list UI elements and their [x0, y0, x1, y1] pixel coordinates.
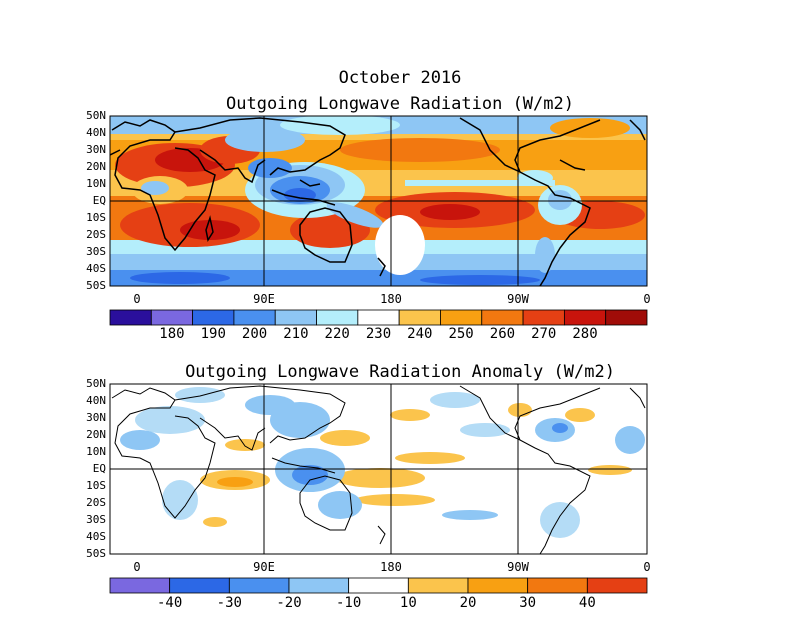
- colorbar-label: 10: [399, 595, 417, 611]
- lat-tick-label: 20N: [86, 428, 106, 441]
- lat-tick-label: 40S: [86, 262, 106, 275]
- colorbar-label: 240: [407, 326, 433, 342]
- colorbar-label: 30: [519, 595, 537, 611]
- colorbar-swatch: [440, 309, 483, 326]
- lat-tick-label: 30N: [86, 411, 106, 424]
- colorbar-label: 280: [572, 326, 598, 342]
- lat-tick-label: 10S: [86, 479, 106, 492]
- main-title: October 2016: [338, 68, 462, 88]
- olr-colorbar: [109, 309, 648, 326]
- lat-tick-label: EQ: [92, 194, 106, 207]
- olr-map-title: Outgoing Longwave Radiation (W/m2): [226, 94, 574, 114]
- colorbar-swatch: [605, 309, 648, 326]
- colorbar-label: 220: [324, 326, 350, 342]
- lat-tick-label: 50S: [86, 547, 106, 560]
- olr-grid: [110, 116, 647, 286]
- anomaly-grid: [110, 384, 647, 554]
- lat-tick-label: 10N: [86, 177, 106, 190]
- colorbar-swatch: [228, 577, 290, 594]
- colorbar-label: -30: [216, 595, 242, 611]
- colorbar-swatch: [109, 577, 171, 594]
- colorbar-swatch: [522, 309, 565, 326]
- colorbar-swatch: [398, 309, 441, 326]
- colorbar-label: -20: [276, 595, 302, 611]
- lat-tick-label: 10N: [86, 445, 106, 458]
- lat-tick-label: 50N: [86, 109, 106, 122]
- anomaly-map-frame: [109, 383, 648, 555]
- lat-tick-label: 40N: [86, 126, 106, 139]
- colorbar-swatch: [527, 577, 588, 594]
- lat-tick-label: 40S: [86, 530, 106, 543]
- colorbar-label: 190: [200, 326, 226, 342]
- olr-map-frame: [109, 115, 648, 287]
- colorbar-swatch: [316, 309, 359, 326]
- lon-tick-label: 0: [133, 292, 141, 306]
- anomaly-coastlines: [111, 385, 646, 554]
- lon-tick-label: 90E: [253, 292, 275, 306]
- lat-tick-label: EQ: [92, 462, 106, 475]
- colorbar-swatch: [357, 309, 400, 326]
- lon-tick-label: 0: [643, 560, 651, 574]
- lat-tick-label: 30N: [86, 143, 106, 156]
- anomaly-colorbar: [109, 577, 648, 594]
- lat-tick-label: 10S: [86, 211, 106, 224]
- lat-tick-label: 40N: [86, 394, 106, 407]
- colorbar-swatch: [150, 309, 194, 326]
- lon-tick-label: 90W: [507, 292, 529, 306]
- colorbar-swatch: [348, 577, 409, 594]
- colorbar-swatch: [109, 309, 152, 326]
- lon-tick-label: 0: [643, 292, 651, 306]
- colorbar-swatch: [407, 577, 469, 594]
- olr-coastlines: [110, 117, 646, 286]
- colorbar-label: 260: [489, 326, 516, 342]
- colorbar-label: 200: [241, 326, 268, 342]
- lat-tick-label: 30S: [86, 245, 106, 258]
- colorbar-label: 210: [283, 326, 309, 342]
- lon-tick-label: 180: [380, 560, 402, 574]
- lon-tick-label: 0: [133, 560, 141, 574]
- colorbar-label: 270: [531, 326, 557, 342]
- lat-tick-label: 20S: [86, 228, 106, 241]
- colorbar-label: 40: [578, 595, 596, 611]
- colorbar-label: -10: [336, 595, 362, 611]
- colorbar-swatch: [192, 309, 235, 326]
- lat-tick-label: 20S: [86, 496, 106, 509]
- colorbar-swatch: [169, 577, 230, 594]
- colorbar-swatch: [274, 309, 317, 326]
- lon-tick-label: 90W: [507, 560, 529, 574]
- lat-tick-label: 30S: [86, 513, 106, 526]
- colorbar-label: 230: [365, 326, 392, 342]
- colorbar-label: 180: [159, 326, 185, 342]
- lat-tick-label: 50N: [86, 377, 106, 390]
- colorbar-swatch: [481, 309, 524, 326]
- lat-tick-label: 20N: [86, 160, 106, 173]
- colorbar-swatch: [233, 309, 276, 326]
- colorbar-swatch: [467, 577, 529, 594]
- colorbar-swatch: [563, 309, 607, 326]
- colorbar-label: -40: [157, 595, 183, 611]
- lon-tick-label: 90E: [253, 560, 275, 574]
- colorbar-label: 250: [448, 326, 474, 342]
- colorbar-swatch: [586, 577, 648, 594]
- lat-tick-label: 50S: [86, 279, 106, 292]
- colorbar-swatch: [288, 577, 350, 594]
- anomaly-map-title: Outgoing Longwave Radiation Anomaly (W/m…: [185, 362, 615, 382]
- colorbar-label: 20: [459, 595, 477, 611]
- lon-tick-label: 180: [380, 292, 402, 306]
